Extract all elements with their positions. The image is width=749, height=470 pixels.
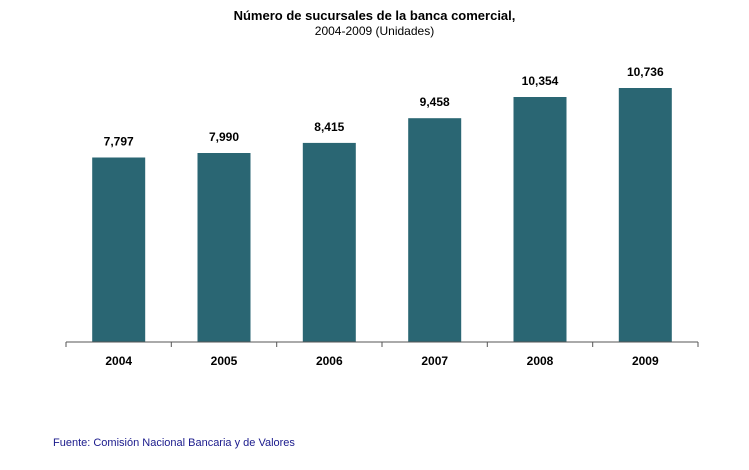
chart-title: Número de sucursales de la banca comerci… (233, 8, 516, 23)
value-label-2005: 7,990 (209, 130, 239, 144)
value-label-2006: 8,415 (314, 120, 344, 134)
value-label-2007: 9,458 (420, 95, 450, 109)
x-axis (65, 341, 699, 347)
chart-subtitle: 2004-2009 (Unidades) (314, 24, 435, 38)
bar-2007 (408, 118, 462, 342)
x-tick-label-2006: 2006 (316, 354, 343, 368)
bar-2008 (513, 97, 567, 342)
bar-2006 (302, 142, 356, 342)
value-label-2004: 7,797 (104, 135, 134, 149)
x-tick-label-2007: 2007 (421, 354, 448, 368)
value-label-2009: 10,736 (627, 65, 664, 79)
bar-2005 (197, 153, 251, 342)
x-tick-label-2009: 2009 (632, 354, 659, 368)
value-labels-group: 7,797 7,990 8,415 9,458 10,354 10,736 (104, 65, 664, 149)
x-tick-label-2004: 2004 (105, 354, 132, 368)
x-tick-label-2008: 2008 (527, 354, 554, 368)
x-tick-label-2005: 2005 (211, 354, 238, 368)
x-tick-labels-group: 2004 2005 2006 2007 2008 2009 (105, 354, 659, 368)
bar-2004 (92, 157, 146, 342)
source-note: Fuente: Comisión Nacional Bancaria y de … (53, 437, 295, 449)
value-label-2008: 10,354 (522, 74, 559, 88)
bars-group (92, 88, 672, 342)
bar-2009 (618, 88, 672, 342)
